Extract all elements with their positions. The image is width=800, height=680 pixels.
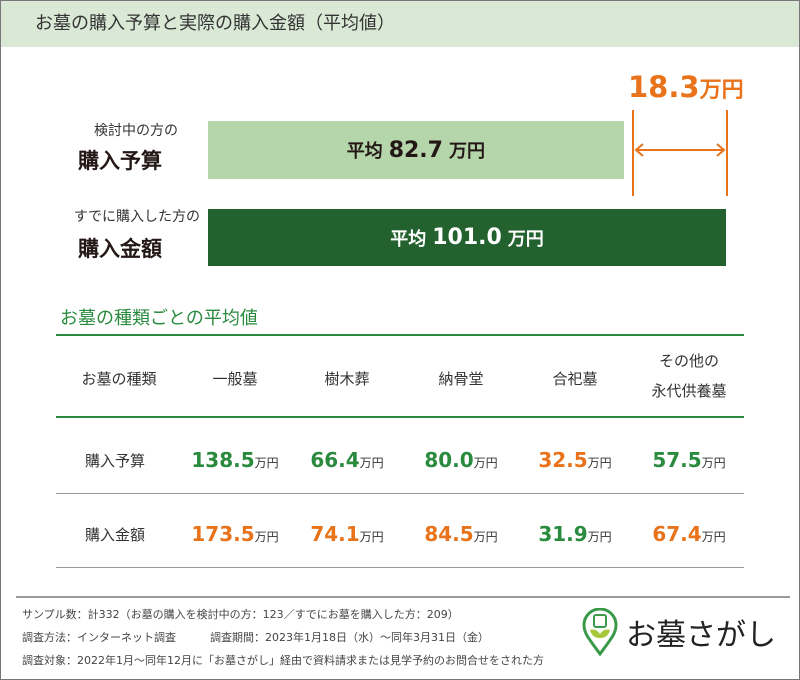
table-header: その他の — [658, 352, 719, 370]
cell-value: 67.4 — [652, 522, 702, 546]
cell-value: 31.9 — [538, 522, 588, 546]
cell-value: 66.4 — [310, 448, 360, 472]
divider — [56, 567, 744, 568]
footnote-method: 調査方法：インターネット調査 — [22, 631, 176, 644]
table-cell: 31.9万円 — [520, 522, 630, 546]
category-label: 購入予算 — [78, 149, 162, 173]
cell-unit: 万円 — [473, 456, 498, 470]
chart-title: お墓の購入予算と実際の購入金額（平均値） — [1, 1, 799, 47]
cell-unit: 万円 — [701, 530, 726, 544]
bar-budget: 平均 82.7 万円 — [208, 121, 624, 179]
bar-label-prefix: 平均 — [346, 141, 383, 162]
bar-label-prefix: 平均 — [390, 228, 427, 250]
table-header: 樹木葬 — [324, 370, 370, 388]
bar-value: 101.0 — [432, 225, 502, 250]
cell-value: 80.0 — [424, 448, 474, 472]
table-cell: 57.5万円 — [634, 448, 744, 472]
cell-unit: 万円 — [587, 456, 612, 470]
cell-value: 32.5 — [538, 448, 588, 472]
table-cell: 84.5万円 — [406, 522, 516, 546]
cell-unit: 万円 — [254, 530, 279, 544]
cell-value: 74.1 — [310, 522, 360, 546]
logo: お墓さがし — [582, 608, 776, 656]
difference-line-right — [726, 110, 728, 196]
divider — [56, 416, 744, 418]
table-header: 合祀墓 — [552, 370, 598, 388]
cell-value: 173.5 — [191, 522, 255, 546]
table-cell: 32.5万円 — [520, 448, 630, 472]
table-header: 永代供養墓 — [651, 382, 727, 400]
divider — [56, 493, 744, 494]
difference-line-left — [632, 110, 634, 196]
cell-value: 84.5 — [424, 522, 474, 546]
row-label: 購入金額 — [84, 526, 145, 544]
difference-arrow-icon — [634, 143, 726, 157]
table-cell: 80.0万円 — [406, 448, 516, 472]
footnote-sample: サンプル数：計332（お墓の購入を検討中の方：123／すでにお墓を購入した方：2… — [22, 608, 459, 621]
divider — [56, 334, 744, 336]
cell-unit: 万円 — [587, 530, 612, 544]
table-cell: 66.4万円 — [292, 448, 402, 472]
cell-value: 138.5 — [191, 448, 255, 472]
row-label: 購入予算 — [84, 452, 145, 470]
bar-actual: 平均 101.0 万円 — [208, 209, 726, 266]
table-header: お墓の種類 — [81, 370, 157, 388]
cell-unit: 万円 — [359, 530, 384, 544]
category-label-small: すでに購入した方の — [73, 209, 200, 225]
logo-text: お墓さがし — [626, 618, 776, 653]
bar-unit: 万円 — [448, 141, 485, 162]
logo-pin-icon — [582, 608, 618, 656]
divider — [16, 596, 790, 598]
difference-label: 18.3万円 — [628, 70, 744, 104]
cell-unit: 万円 — [359, 456, 384, 470]
table-cell: 138.5万円 — [180, 448, 290, 472]
cell-unit: 万円 — [701, 456, 726, 470]
table-cell: 67.4万円 — [634, 522, 744, 546]
difference-unit: 万円 — [699, 78, 744, 103]
footnote-period: 調査期間：2023年1月18日（水）～同年3月31日（金） — [210, 631, 489, 644]
bar-unit: 万円 — [507, 228, 544, 250]
difference-value: 18.3 — [628, 70, 700, 104]
section-subtitle: お墓の種類ごとの平均値 — [60, 308, 258, 329]
footnote-target: 調査対象：2022年1月～同年12月に「お墓さがし」経由で資料請求または見学予約… — [22, 654, 544, 667]
bar-value: 82.7 — [388, 137, 443, 163]
table-cell: 74.1万円 — [292, 522, 402, 546]
cell-unit: 万円 — [473, 530, 498, 544]
category-label: 購入金額 — [78, 237, 162, 261]
table-cell: 173.5万円 — [180, 522, 290, 546]
table-header: 納骨堂 — [438, 370, 484, 388]
table-header: 一般墓 — [212, 370, 258, 388]
cell-unit: 万円 — [254, 456, 279, 470]
category-label-small: 検討中の方の — [94, 123, 178, 139]
cell-value: 57.5 — [652, 448, 702, 472]
